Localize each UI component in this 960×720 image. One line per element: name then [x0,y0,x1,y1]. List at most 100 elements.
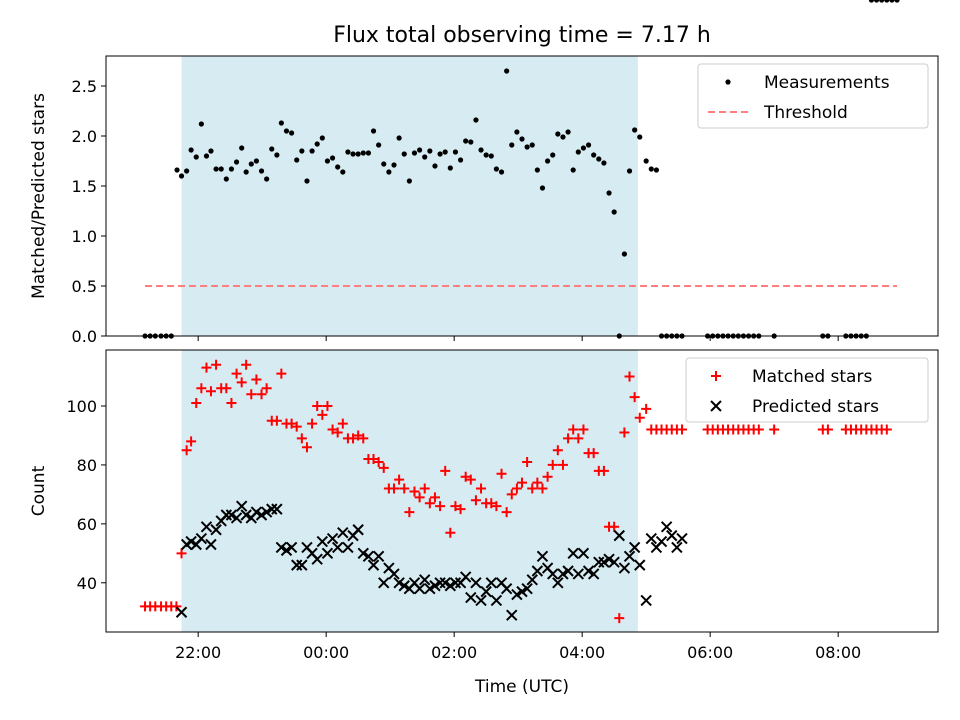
matched-stars-point [445,527,456,538]
measurements-point [457,157,464,163]
measurements-point [483,152,489,158]
matched-stars-point [211,359,222,370]
y-tick-label: 60 [77,515,97,534]
matched-stars-point [176,548,187,559]
matched-stars-point [619,427,630,438]
legend-swatch-predicted-stars [710,400,722,412]
ratio-y-ticks: 0.0 0.5 1.0 1.5 2.0 2.5 [72,77,106,346]
matched-stars-point [822,424,833,435]
matched-stars-point [348,433,359,444]
measurements-point [575,149,581,155]
legend-swatch-matched-stars [711,371,721,381]
measurements-point [545,158,551,164]
matched-stars-point [506,489,517,500]
measurements-point [504,68,510,74]
measurements-point [228,166,235,172]
legend-label-matched-stars: Matched stars [752,367,872,387]
predicted-stars-point [577,547,590,560]
predicted-stars-point [521,582,533,595]
matched-stars-point [373,456,384,467]
matched-stars-point [753,424,764,435]
measurements-point [233,159,240,165]
matched-stars-point [399,483,410,494]
measurements-point [401,151,407,157]
matched-stars-point [511,483,522,494]
measurements-point [884,0,890,3]
measurements-point [253,158,259,164]
predicted-stars-point [490,594,503,607]
matched-stars-point [573,433,584,444]
measurements-point [868,0,875,3]
matched-stars-point [532,477,543,488]
matched-stars-point [409,486,420,497]
measurements-point [498,169,505,175]
measurements-point [417,147,423,153]
measurements-point [283,128,290,134]
predicted-stars-point [296,559,308,571]
y-tick-label: 40 [77,574,97,593]
measurements-point [184,168,190,174]
ratio-y-label: Matched/Predicted stars [29,93,49,299]
predicted-stars-point [271,503,283,515]
measurements-point [178,173,185,179]
measurements-point [648,166,654,172]
matched-stars-point [527,483,538,494]
predicted-stars-point [645,532,657,545]
matched-stars-point [221,383,232,394]
measurements-point [324,158,331,164]
x-tick-label: 22:00 [175,643,221,662]
predicted-stars-point [210,524,222,536]
predicted-stars-point [506,609,518,621]
matched-stars-point [522,456,533,467]
predicted-stars-point [572,568,585,580]
predicted-stars-point [311,553,323,565]
predicted-stars-point [567,547,579,560]
measurements-point [643,158,649,164]
measurements-point [565,129,571,135]
predicted-stars-point [666,529,678,542]
predicted-stars-point [587,568,600,580]
measurements-point [621,251,628,257]
predicted-stars-point [419,574,431,586]
matched-stars-point [440,465,451,476]
measurements-point [509,142,515,148]
predicted-stars-point [316,535,329,548]
measurements-point [203,153,210,159]
matched-stars-point [337,418,348,429]
measurements-point [360,150,366,156]
predicted-stars-point [342,541,354,554]
predicted-stars-point [623,550,636,562]
measurements-point [319,135,325,141]
chart-title: Flux total observing time = 7.17 h [333,23,711,48]
predicted-stars-point [337,526,349,539]
matched-stars-point [332,427,343,438]
count-y-label: Count [29,465,49,516]
legend-label-predicted-stars: Predicted stars [752,397,879,417]
count-y-ticks: 40 60 80 100 [66,397,106,593]
measurements-point [514,129,520,135]
predicted-stars-point [220,509,233,521]
measurements-point [198,121,204,127]
y-tick-label: 1.5 [72,177,97,196]
measurements-point [350,151,356,157]
matched-stars-point [424,498,435,509]
matched-stars-point [296,433,307,444]
matched-stars-point [557,459,568,470]
y-tick-label: 80 [77,456,97,475]
measurements-point [653,167,660,173]
matched-stars-point [429,492,440,503]
measurements-point [335,164,341,170]
matched-stars-point [307,418,318,429]
matched-stars-point [609,521,620,532]
measurements-point [601,160,607,166]
matched-stars-point [191,398,202,409]
measurements-point [243,169,249,175]
measurements-point [550,152,556,158]
matched-stars-point [404,507,415,518]
measurements-point [632,127,638,133]
predicted-stars-point [195,532,208,545]
predicted-stars-point [362,550,375,562]
measurements-point [411,150,418,156]
matched-stars-point [460,471,471,482]
